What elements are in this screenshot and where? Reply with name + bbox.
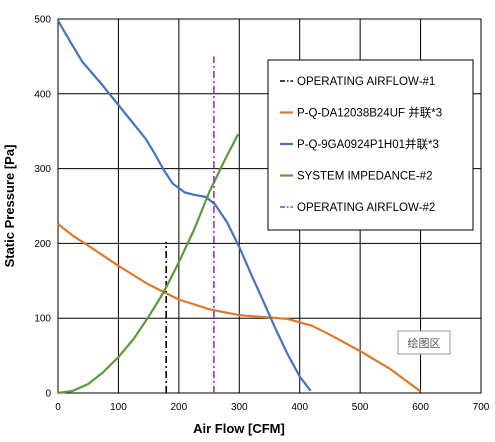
legend-label: P-Q-9GA0924P1H01并联*3 [297, 137, 439, 151]
y-tick-label: 400 [34, 89, 51, 100]
y-tick-label: 0 [45, 389, 51, 400]
plot-area-label: 绘图区 [397, 330, 451, 355]
x-tick-label: 100 [110, 402, 127, 413]
x-tick-label: 600 [412, 402, 429, 413]
x-axis-title: Air Flow [CFM] [193, 421, 285, 436]
legend-box [267, 59, 474, 231]
x-tick-label: 300 [231, 402, 248, 413]
legend-label: SYSTEM IMPEDANCE-#2 [297, 171, 432, 183]
series-layer [57, 19, 422, 395]
y-tick-label: 300 [34, 164, 51, 175]
legend-label: OPERATING AIRFLOW-#1 [297, 76, 435, 88]
legend: OPERATING AIRFLOW-#1 P-Q-DA12038B24UF 并联*… [267, 59, 474, 231]
legend-label: P-Q-DA12038B24UF 并联*3 [297, 106, 442, 120]
plot-area-label-box [397, 330, 451, 355]
series-line-2 [57, 223, 422, 393]
y-tick-label: 500 [34, 15, 51, 26]
legend-items: OPERATING AIRFLOW-#1 P-Q-DA12038B24UF 并联*… [280, 76, 442, 214]
x-tick-label: 200 [171, 402, 188, 413]
y-tick-label: 200 [34, 239, 51, 250]
plot-area-label-text: 绘图区 [408, 336, 441, 350]
x-tick-label: 0 [55, 402, 61, 413]
series-line-4 [57, 133, 240, 395]
x-tick-label: 500 [352, 402, 369, 413]
series-line-3 [57, 19, 312, 392]
x-tick-label: 400 [291, 402, 308, 413]
y-axis-title: Static Pressure [Pa] [2, 145, 17, 268]
plot-frame [57, 18, 482, 394]
legend-label: OPERATING AIRFLOW-#2 [297, 202, 435, 214]
y-tick-label: 100 [34, 314, 51, 325]
x-tick-label: 700 [473, 402, 490, 413]
tick-labels: 0 100 200 300 400 500 600 700 0 100 200 300 400 500 [34, 15, 489, 414]
